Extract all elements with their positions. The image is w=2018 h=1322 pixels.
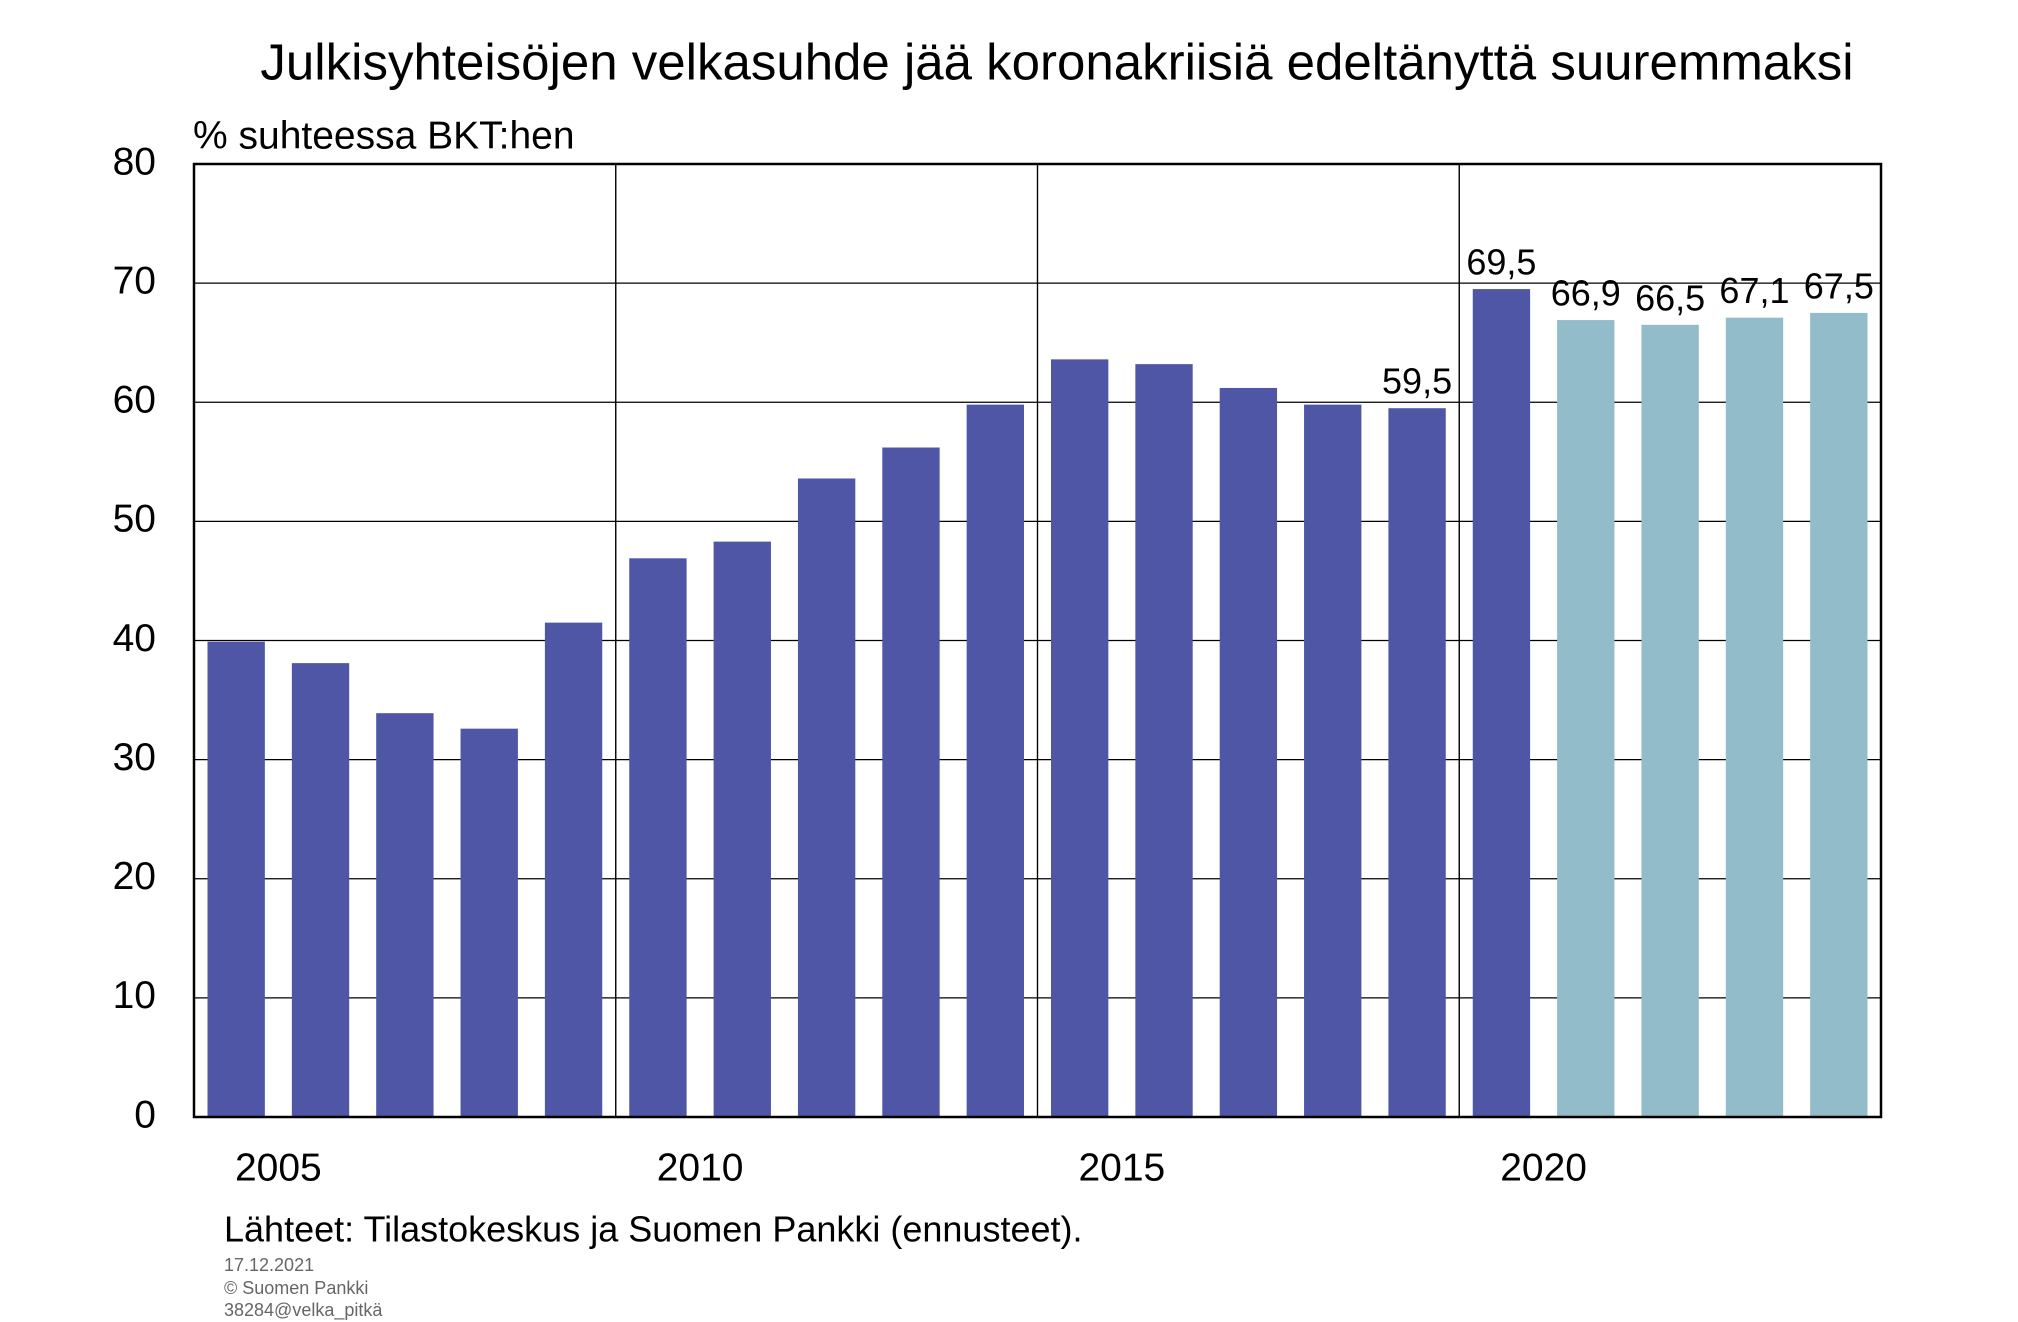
x-tick-label: 2020 bbox=[1500, 1146, 1587, 1189]
footnote: © Suomen Pankki bbox=[224, 1278, 368, 1298]
source: Lähteet: Tilastokeskus ja Suomen Pankki … bbox=[224, 1209, 1082, 1250]
chart-title: Julkisyhteisöjen velkasuhde jää koronakr… bbox=[260, 33, 1853, 90]
bar bbox=[1304, 404, 1362, 1117]
y-tick-label: 0 bbox=[134, 1093, 156, 1136]
bar bbox=[376, 713, 434, 1117]
bar bbox=[1050, 359, 1109, 1117]
y-tick-label: 30 bbox=[113, 736, 156, 779]
bar bbox=[1388, 408, 1446, 1117]
x-tick-label: 2015 bbox=[1078, 1146, 1165, 1189]
x-tick-label: 2010 bbox=[657, 1146, 744, 1189]
bar bbox=[797, 478, 856, 1117]
bar bbox=[966, 404, 1025, 1117]
y-tick-label: 50 bbox=[113, 498, 156, 541]
value-label: 59,5 bbox=[1382, 361, 1452, 402]
footnote: 17.12.2021 bbox=[224, 1255, 314, 1275]
y-tick-label: 40 bbox=[113, 617, 156, 660]
bar bbox=[629, 558, 687, 1117]
value-label: 69,5 bbox=[1466, 242, 1536, 283]
value-label: 67,1 bbox=[1719, 270, 1789, 311]
bar bbox=[713, 541, 771, 1117]
plot-frame bbox=[192, 162, 1883, 1119]
bar bbox=[1219, 387, 1278, 1118]
bar bbox=[882, 447, 940, 1118]
value-label: 67,5 bbox=[1804, 265, 1874, 306]
y-tick-label: 20 bbox=[113, 855, 156, 898]
y-tick-label: 60 bbox=[113, 379, 156, 422]
bar bbox=[1472, 289, 1531, 1117]
y-tick-label: 10 bbox=[113, 974, 156, 1017]
subtitle: % suhteessa BKT:hen bbox=[193, 114, 575, 157]
value-label: 66,5 bbox=[1635, 277, 1705, 318]
y-tick-label: 70 bbox=[113, 259, 156, 302]
bar bbox=[1641, 324, 1699, 1118]
footnote: 38284@velka_pitkä bbox=[224, 1300, 383, 1321]
y-tick-label: 80 bbox=[113, 140, 156, 183]
bar bbox=[1810, 312, 1868, 1117]
bar bbox=[1725, 317, 1784, 1117]
bar bbox=[291, 663, 350, 1117]
bar bbox=[1135, 364, 1193, 1117]
bar bbox=[207, 641, 265, 1117]
x-tick-label: 2005 bbox=[235, 1146, 322, 1189]
value-label: 66,9 bbox=[1551, 273, 1621, 314]
bar bbox=[1557, 320, 1615, 1118]
bar bbox=[544, 622, 603, 1117]
bar bbox=[460, 728, 518, 1117]
